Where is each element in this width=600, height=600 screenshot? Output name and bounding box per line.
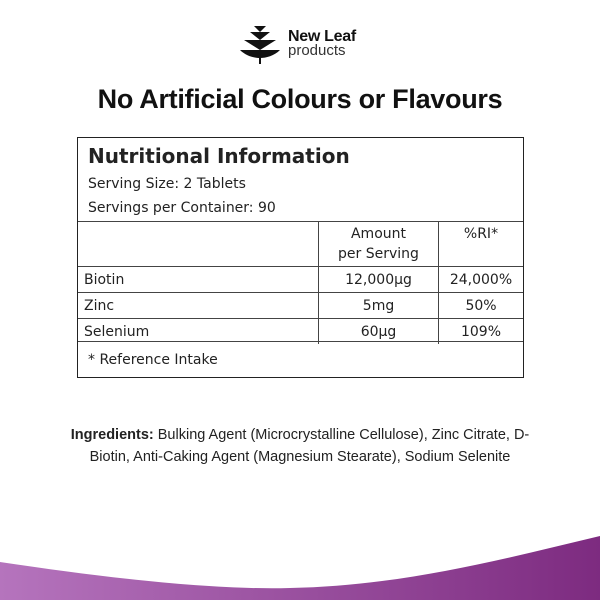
table-row: Biotin 12,000µg 24,000% [78,266,523,293]
nutrient-ri: 24,000% [438,266,523,293]
nutrient-amount: 60µg [318,318,439,344]
nutrient-ri: 50% [438,292,523,319]
nutrient-amount: 12,000µg [318,266,439,293]
brand-logo: New Leaf products [240,24,356,64]
nutrition-panel: Nutritional Information Serving Size: 2 … [77,137,524,378]
nutrient-amount: 5mg [318,292,439,319]
ingredients-text: Bulking Agent (Microcrystalline Cellulos… [89,427,530,465]
footnote: * Reference Intake [88,352,218,368]
headline: No Artificial Colours or Flavours [97,84,503,114]
decorative-wave [0,536,600,600]
header-ri: %RI* [438,221,523,267]
nutrient-name: Biotin [78,266,319,293]
serving-size: Serving Size: 2 Tablets [88,176,246,192]
leaf-tree-icon [240,26,280,64]
servings-per-container: Servings per Container: 90 [88,200,276,216]
divider [78,341,523,342]
nutrition-table: Amount per Serving %RI* Biotin 12,000µg 2… [78,221,523,344]
header-amount: Amount per Serving [318,221,439,267]
brand-tagline: products [288,42,346,59]
table-header-row: Amount per Serving %RI* [78,221,523,267]
ingredients: Ingredients: Bulking Agent (Microcrystal… [60,424,540,468]
brand-name: New Leaf [288,28,356,45]
nutrition-title: Nutritional Information [88,144,350,168]
table-row: Selenium 60µg 109% [78,318,523,344]
table-row: Zinc 5mg 50% [78,292,523,319]
ingredients-label: Ingredients: [70,427,154,443]
nutrient-name: Selenium [78,318,319,344]
nutrient-name: Zinc [78,292,319,319]
header-nutrient [78,221,319,267]
nutrient-ri: 109% [438,318,523,344]
